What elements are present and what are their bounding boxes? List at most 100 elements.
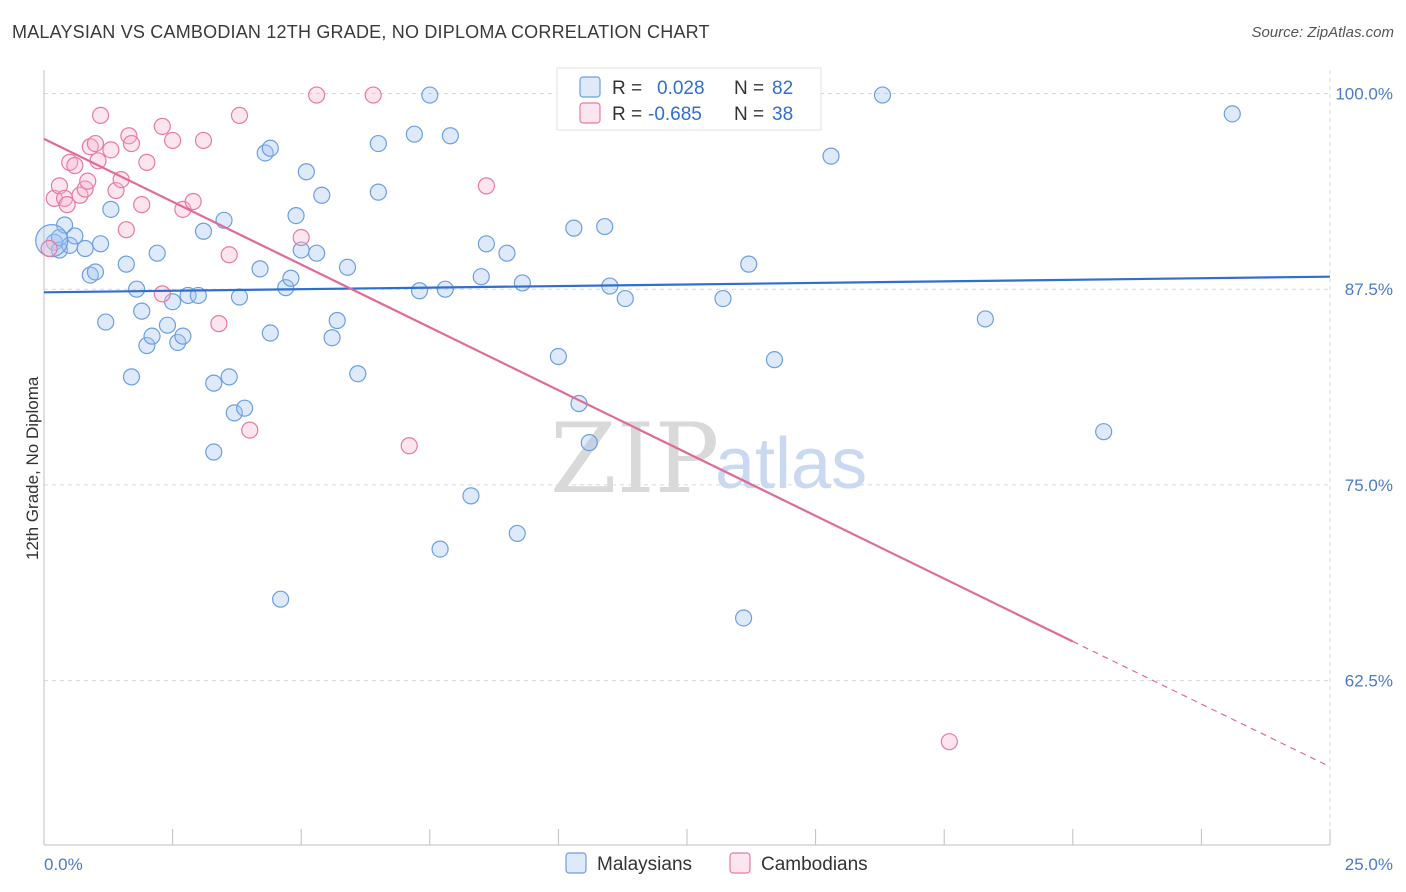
malaysian-point [976,310,994,328]
cambodian-trend-extension [1072,640,1331,768]
cambodian-trend-line [43,137,1074,643]
cambodian-point [50,177,69,195]
malaysian-point [133,302,151,320]
malaysian-point [277,279,295,297]
malaysian-point [143,327,161,345]
legend-bottom-swatch-malaysians [565,852,587,874]
malaysian-point [369,183,387,201]
malaysian-point [421,86,439,104]
legend-bottom-swatch-cambodians [729,852,751,874]
axes [43,70,1331,846]
watermark-zip: ZIP [550,403,719,515]
malaysian-point [230,288,249,306]
malaysian-point [323,329,341,347]
cambodian-point [66,156,84,175]
legend-r-label-0: R = [612,78,642,99]
cambodian-point [91,106,110,125]
malaysian-point [122,368,141,386]
malaysian-point [369,134,387,153]
cambodian-point [230,106,249,125]
cambodian-point [133,196,151,214]
cambodian-point [164,131,182,150]
legend-n-label-0: N = [734,78,764,99]
malaysian-point [282,269,300,287]
cambodian-point [122,134,141,153]
cambodian-point [107,181,125,200]
y-tick-label: 87.5% [1345,280,1393,299]
malaysian-point [308,244,326,262]
malaysian-point [102,200,120,218]
malaysian-point [338,258,357,276]
malaysian-point [549,347,568,366]
malaysian-point [472,268,490,286]
malaysian-point [251,260,269,278]
malaysian-point [81,266,99,284]
x-tick-label: 25.0% [1345,855,1393,874]
malaysian-point [734,609,753,627]
malaysian-point [349,365,367,383]
legend-box [556,67,822,131]
cambodian-point [40,239,58,258]
malaysian-point [174,327,192,345]
legend-swatch-malaysians [579,76,601,98]
cambodian-point [220,246,238,264]
malaysian-point [148,244,166,262]
malaysian-point [513,274,531,292]
watermark: ZIP atlas [550,403,867,515]
malaysian-point [205,374,223,392]
malaysian-point [272,590,290,608]
malaysian-point [740,255,758,273]
y-tick-labels: 100.0% 87.5% 75.0% 62.5% [1335,84,1393,690]
malaysian-point [127,280,146,298]
cambodian-point [81,138,99,156]
malaysian-point [498,244,516,262]
source-label: Source: ZipAtlas.com [1251,24,1394,41]
cambodian-point [400,437,418,455]
malaysian-point [405,125,423,143]
malaysian-point [205,443,223,461]
cambodian-point [940,733,958,751]
legend-r-value-0: 0.028 [657,78,705,99]
legend-bottom: Malaysians Cambodians [565,852,868,875]
malaysian-point [580,434,598,452]
malaysian-point [287,207,305,225]
malaysian-point [873,86,892,104]
cambodian-point [117,221,135,239]
malaysian-point [76,239,94,258]
malaysian-point [1095,423,1113,441]
malaysian-point [225,404,243,422]
malaysian-point [220,368,238,386]
malaysian-point [261,139,279,157]
cambodian-point [58,196,76,214]
legend-r-label-1: R = [612,104,642,125]
chart-title: MALAYSIAN VS CAMBODIAN 12TH GRADE, NO DI… [12,22,710,42]
trend-lines [43,137,1331,768]
malaysian-point [236,399,254,417]
legend-swatch-cambodians [579,102,601,124]
malaysian-point [714,289,732,308]
cambodian-point [194,131,213,150]
malaysian-point [462,487,480,505]
legend-bottom-label-malaysians: Malaysians [597,854,692,875]
points-layer [35,86,1241,751]
malaysian-point [441,127,459,145]
malaysian-point [328,311,346,330]
legend-r-value-1: -0.685 [648,104,702,125]
legend-n-value-0: 82 [772,78,793,99]
y-tick-label: 100.0% [1335,84,1393,103]
malaysian-point [158,316,177,334]
malaysian-point [765,351,784,369]
y-tick-label: 62.5% [1345,672,1393,691]
malaysian-point [194,222,213,240]
malaysian-point [616,289,634,308]
cambodian-point [241,421,259,439]
y-axis-label: 12th Grade, No Diploma [23,376,42,560]
malaysian-trend-line [43,275,1331,294]
y-tick-label: 75.0% [1345,476,1393,495]
legend-n-value-1: 38 [772,104,793,125]
cambodian-point [86,134,105,153]
malaysian-point [313,186,331,204]
legend-bottom-label-cambodians: Cambodians [761,854,868,875]
watermark-atlas: atlas [715,424,867,504]
